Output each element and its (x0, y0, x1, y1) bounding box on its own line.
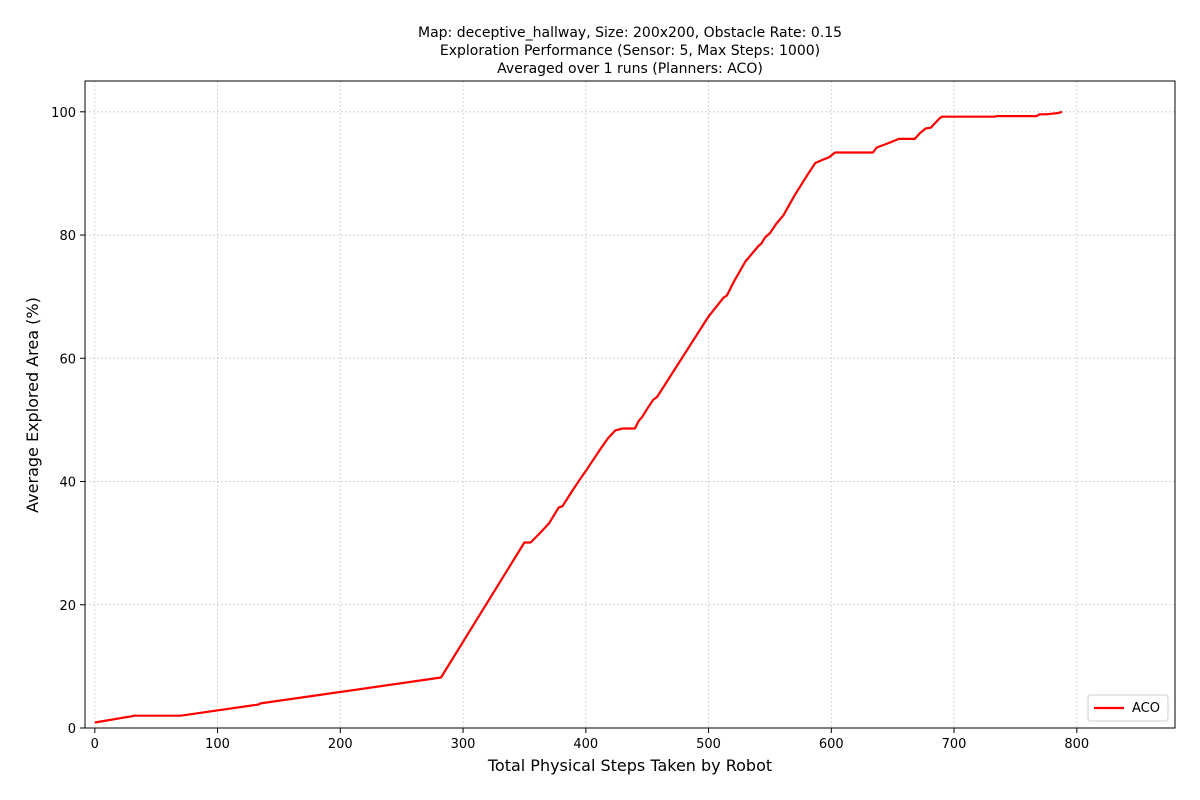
x-tick-label: 800 (1064, 737, 1089, 752)
x-tick-label: 700 (942, 737, 967, 752)
x-axis: 0 100 200 300 400 500 600 700 800 (91, 728, 1089, 752)
y-tick-label: 80 (59, 229, 76, 244)
y-axis-label: Average Explored Area (%) (23, 297, 42, 513)
y-tick-label: 20 (59, 599, 76, 614)
series-layer (94, 110, 1063, 724)
x-tick-label: 200 (328, 737, 353, 752)
y-tick-label: 100 (51, 106, 76, 121)
chart-title: Map: deceptive_hallway, Size: 200x200, O… (418, 25, 842, 77)
series-line-aco (94, 110, 1063, 724)
x-tick-label: 0 (91, 737, 99, 752)
grid (85, 81, 1175, 729)
x-tick-label: 100 (205, 737, 230, 752)
title-line-3: Averaged over 1 runs (Planners: ACO) (497, 61, 763, 77)
legend: ACO (1087, 694, 1169, 722)
y-tick-label: 60 (59, 352, 76, 367)
x-tick-label: 300 (451, 737, 476, 752)
title-line-1: Map: deceptive_hallway, Size: 200x200, O… (418, 25, 842, 41)
y-tick-label: 0 (68, 722, 76, 737)
y-tick-label: 40 (59, 476, 76, 491)
title-line-2: Exploration Performance (Sensor: 5, Max … (440, 43, 820, 59)
x-tick-label: 500 (696, 737, 721, 752)
plot-frame (84, 80, 1176, 729)
x-tick-label: 600 (819, 737, 844, 752)
x-axis-label: Total Physical Steps Taken by Robot (487, 756, 772, 775)
legend-label-aco: ACO (1132, 701, 1160, 716)
y-axis: 0 20 40 60 80 100 (51, 106, 85, 737)
legend-box (1087, 694, 1169, 722)
x-tick-label: 400 (573, 737, 598, 752)
